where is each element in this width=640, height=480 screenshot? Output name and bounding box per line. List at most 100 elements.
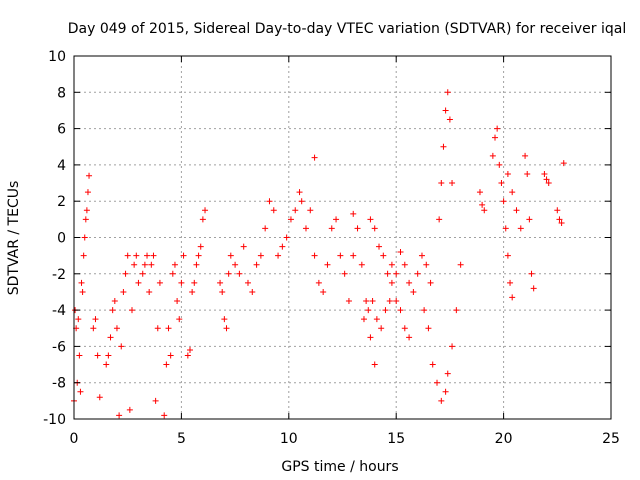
data-point: [367, 334, 374, 341]
series-segment-5: [161, 252, 187, 419]
data-point: [202, 207, 209, 214]
data-point: [401, 261, 408, 268]
data-point: [421, 307, 428, 314]
data-point: [174, 298, 181, 305]
data-point: [128, 307, 135, 314]
data-point: [345, 298, 352, 305]
data-point: [449, 343, 456, 350]
data-point: [193, 261, 200, 268]
data-point: [82, 216, 89, 223]
series-segment-7: [217, 252, 234, 332]
series-segment-8: [232, 198, 277, 295]
data-point: [180, 252, 187, 259]
data-point: [292, 207, 299, 214]
data-point: [225, 270, 232, 277]
data-point: [191, 279, 198, 286]
data-point: [378, 325, 385, 332]
y-tick-labels: -10 -8 -6 -4 -2 0 2 4 6 8 10: [43, 49, 66, 428]
data-point: [113, 325, 120, 332]
data-point: [124, 252, 131, 259]
data-point: [266, 198, 273, 205]
series-segment-4: [139, 252, 163, 404]
data-point: [79, 288, 86, 295]
data-point: [449, 180, 456, 187]
data-point: [489, 152, 496, 159]
data-point: [509, 189, 516, 196]
data-point: [118, 343, 125, 350]
data-point: [195, 252, 202, 259]
data-point: [76, 352, 83, 359]
y-tick-label: -10: [43, 412, 66, 428]
data-point: [307, 207, 314, 214]
data-point: [86, 172, 93, 179]
data-point: [296, 189, 303, 196]
data-point: [165, 325, 172, 332]
data-point: [197, 243, 204, 250]
y-tick-label: -6: [52, 339, 66, 355]
data-point: [163, 361, 170, 368]
data-point: [333, 216, 340, 223]
data-point: [324, 261, 331, 268]
x-tick-label: 10: [280, 431, 298, 447]
data-point: [393, 298, 400, 305]
data-point: [386, 298, 393, 305]
data-point: [120, 288, 127, 295]
series-segment-0: [71, 172, 93, 404]
data-point: [96, 394, 103, 401]
data-point: [139, 270, 146, 277]
series-segment-3: [103, 252, 142, 419]
data-point: [457, 261, 464, 268]
data-point: [169, 270, 176, 277]
data-point: [90, 325, 97, 332]
data-point: [526, 216, 533, 223]
data-point: [236, 270, 243, 277]
data-point: [78, 279, 85, 286]
data-point: [543, 176, 550, 183]
data-point: [371, 225, 378, 232]
data-point: [397, 249, 404, 256]
data-point: [384, 270, 391, 277]
data-point: [80, 252, 87, 259]
data-point: [507, 279, 514, 286]
data-point: [116, 412, 123, 419]
y-tick-label: 2: [57, 194, 66, 210]
data-point: [410, 288, 417, 295]
data-point: [423, 261, 430, 268]
data-point: [81, 234, 88, 241]
data-point: [382, 307, 389, 314]
series-segment-14: [360, 298, 393, 332]
data-point: [442, 388, 449, 395]
data-point: [171, 261, 178, 268]
x-tick-label: 20: [495, 431, 513, 447]
data-point: [371, 361, 378, 368]
data-point: [350, 210, 357, 217]
data-point: [509, 294, 516, 301]
y-tick-label: -4: [52, 303, 66, 319]
data-point: [227, 252, 234, 259]
data-point: [367, 216, 374, 223]
tick-marks: [73, 55, 612, 420]
data-point: [358, 261, 365, 268]
data-point: [275, 252, 282, 259]
data-point: [453, 307, 460, 314]
data-point: [126, 406, 133, 413]
data-point: [298, 198, 305, 205]
data-point: [279, 243, 286, 250]
data-point: [401, 325, 408, 332]
series-segment-9: [275, 189, 303, 259]
x-tick-label: 0: [70, 431, 79, 447]
data-point: [530, 285, 537, 292]
data-point: [528, 270, 535, 277]
x-tick-label: 5: [177, 431, 186, 447]
series-segment-6: [184, 207, 209, 359]
grid: [74, 56, 611, 419]
data-point: [105, 352, 112, 359]
data-point: [223, 325, 230, 332]
data-point: [504, 252, 511, 259]
data-point: [152, 397, 159, 404]
data-point: [232, 261, 239, 268]
data-point: [481, 207, 488, 214]
data-point: [429, 361, 436, 368]
series-segment-18: [444, 261, 464, 377]
